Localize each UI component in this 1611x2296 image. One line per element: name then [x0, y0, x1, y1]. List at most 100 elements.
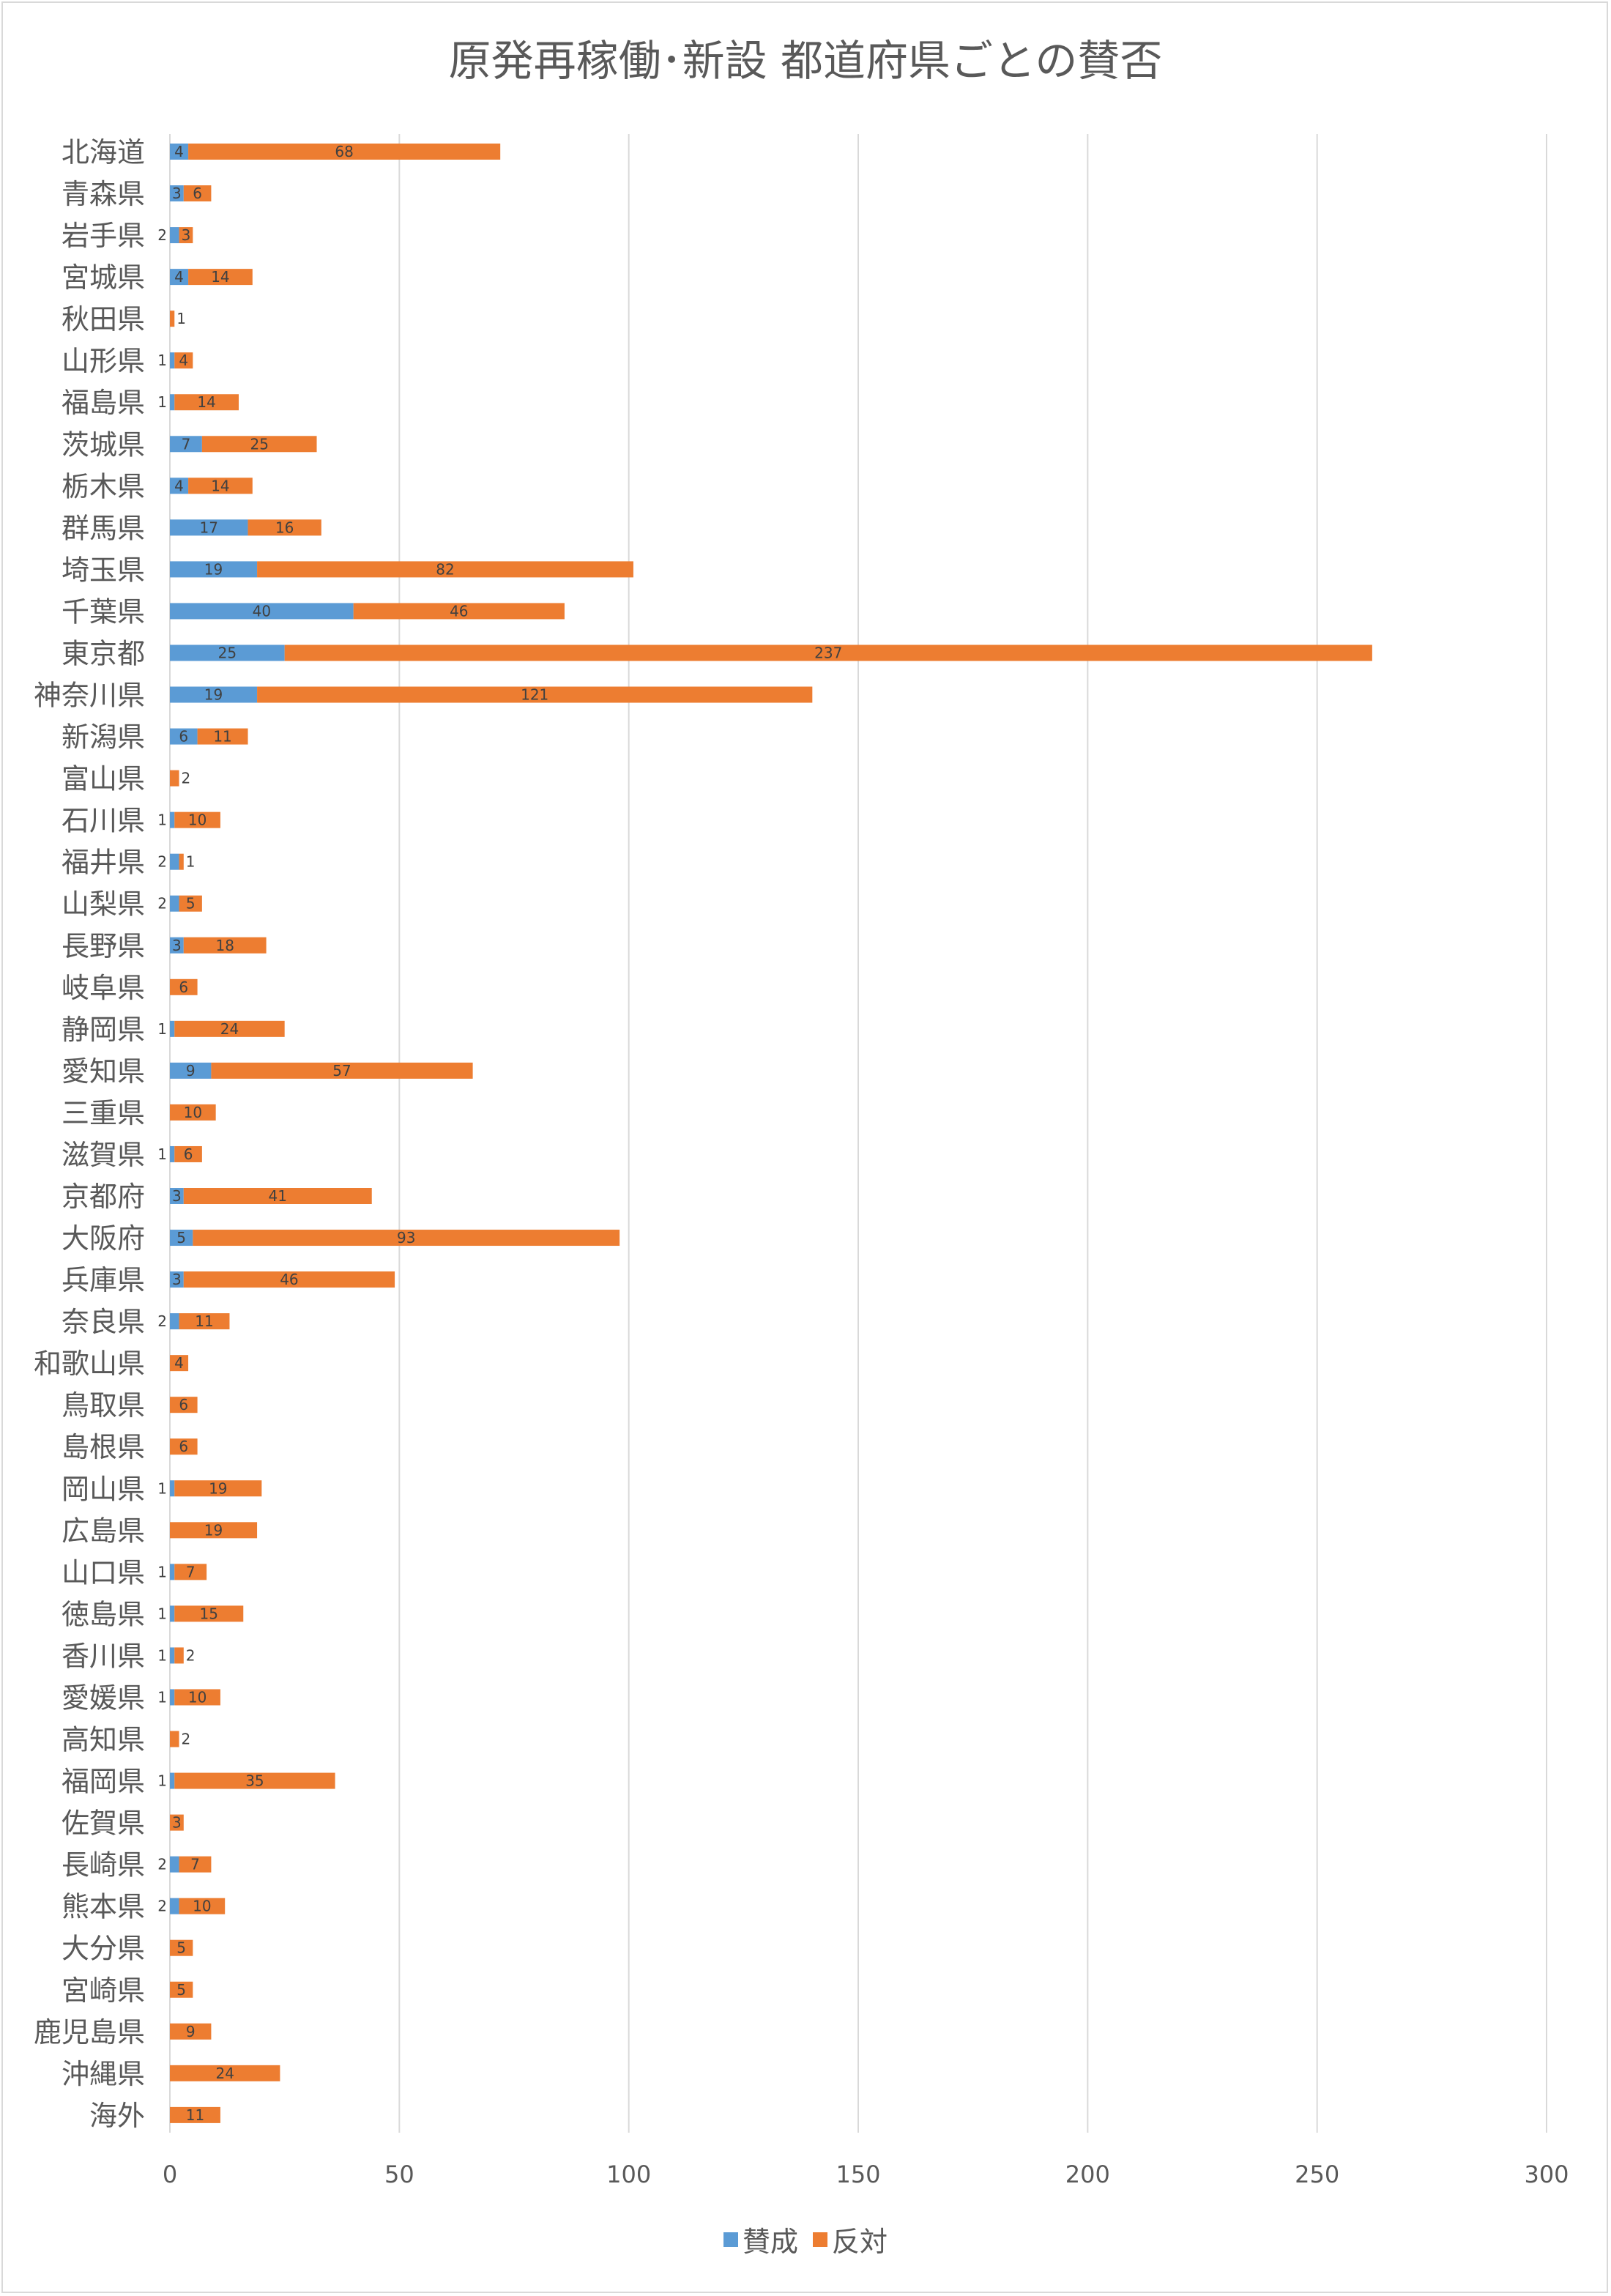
bar-yes — [170, 1020, 175, 1037]
data-label-no: 14 — [211, 477, 229, 494]
category-label: 神奈川県 — [34, 680, 145, 712]
category-label: 熊本県 — [62, 1891, 145, 1923]
bar-no — [257, 561, 633, 578]
data-label-yes: 1 — [157, 1772, 167, 1790]
category-label: 埼玉県 — [62, 554, 145, 586]
legend-label: 賛成 — [742, 2226, 798, 2258]
bar-yes — [170, 394, 175, 411]
data-label-no: 6 — [179, 1438, 188, 1455]
bar-no — [188, 144, 501, 160]
bar-no — [179, 1898, 226, 1914]
data-label-yes: 19 — [204, 686, 223, 704]
data-label-no: 9 — [186, 2023, 196, 2040]
category-label: 鳥取県 — [62, 1389, 145, 1422]
bar-no — [179, 895, 202, 912]
category-label: 宮崎県 — [62, 1974, 145, 2007]
category-label: 群馬県 — [62, 512, 145, 544]
data-label-no: 19 — [204, 1521, 223, 1539]
data-label-no: 5 — [176, 1939, 186, 1957]
data-label-yes: 1 — [157, 393, 167, 411]
category-label: 島根県 — [62, 1431, 145, 1463]
data-label-yes: 1 — [157, 1688, 167, 1706]
bar-yes — [170, 478, 189, 494]
data-label-no: 10 — [188, 1688, 207, 1706]
category-label: 香川県 — [62, 1640, 145, 1672]
bar-yes — [170, 1647, 175, 1664]
category-label: 高知県 — [62, 1724, 145, 1756]
data-label-yes: 40 — [253, 602, 271, 620]
legend-entry: 賛成 — [723, 2219, 798, 2259]
data-label-no: 24 — [220, 1020, 239, 1038]
bar-yes — [170, 352, 175, 369]
category-label: 青森県 — [62, 178, 145, 210]
bar-no — [174, 352, 193, 369]
x-tick-label: 50 — [384, 2161, 414, 2188]
data-label-no: 25 — [250, 435, 268, 453]
bar-no — [174, 1689, 220, 1706]
category-label: 岩手県 — [62, 220, 145, 252]
bar-yes — [170, 603, 354, 620]
bar-no — [174, 811, 220, 828]
bar-yes — [170, 561, 258, 578]
data-label-yes: 25 — [218, 644, 237, 661]
category-label: 岡山県 — [62, 1473, 145, 1505]
bar-yes — [170, 728, 198, 745]
bar-yes — [170, 1856, 179, 1873]
category-label: 秋田県 — [62, 303, 145, 335]
data-label-no: 5 — [176, 1981, 186, 1999]
data-label-no: 10 — [184, 1104, 202, 1121]
bar-no — [170, 2065, 280, 2081]
data-label-no: 6 — [184, 1145, 193, 1163]
category-label: 新潟県 — [62, 721, 145, 754]
bar-no — [257, 686, 813, 703]
data-label-no: 14 — [197, 393, 215, 411]
category-label: 三重県 — [62, 1097, 145, 1129]
x-tick-label: 0 — [163, 2161, 177, 2188]
data-label-no: 11 — [213, 728, 231, 746]
data-label-no: 4 — [174, 1354, 184, 1372]
data-label-no: 4 — [179, 352, 188, 369]
bar-no — [183, 1188, 372, 1204]
category-label: 富山県 — [62, 763, 145, 795]
bar-yes — [170, 1605, 175, 1622]
data-label-yes: 1 — [157, 1563, 167, 1580]
data-label-no: 16 — [275, 519, 294, 536]
category-label: 大阪府 — [62, 1222, 145, 1255]
bar-yes — [170, 1062, 212, 1079]
bar-no — [170, 1397, 198, 1413]
category-label: 大分県 — [62, 1933, 145, 1965]
x-tick-label: 300 — [1524, 2161, 1569, 2188]
bar-yes — [170, 144, 189, 160]
bar-no — [179, 853, 184, 870]
data-label-yes: 1 — [157, 811, 167, 829]
category-label: 宮城県 — [62, 261, 145, 294]
category-label: 和歌山県 — [34, 1348, 145, 1380]
category-label: 山口県 — [62, 1556, 145, 1589]
category-label: 広島県 — [62, 1515, 145, 1547]
data-label-yes: 1 — [157, 1646, 167, 1664]
category-label: 福島県 — [62, 387, 145, 419]
category-label: 奈良県 — [62, 1306, 145, 1338]
bar-no — [170, 1104, 216, 1121]
data-label-no: 237 — [814, 644, 842, 661]
data-label-yes: 19 — [204, 560, 223, 578]
data-label-yes: 6 — [179, 728, 188, 746]
data-label-no: 2 — [182, 1731, 191, 1748]
bar-yes — [170, 686, 258, 703]
bar-no — [170, 311, 175, 327]
bar-yes — [170, 1772, 175, 1789]
category-label: 山形県 — [62, 345, 145, 377]
data-label-yes: 1 — [157, 1020, 167, 1038]
bar-no — [174, 394, 239, 411]
bar-no — [170, 1731, 179, 1747]
category-label: 海外 — [89, 2100, 145, 2132]
data-label-yes: 1 — [157, 1479, 167, 1497]
category-label: 京都府 — [62, 1181, 145, 1213]
bar-yes — [170, 519, 248, 536]
data-label-no: 19 — [209, 1479, 227, 1497]
category-label: 岐阜県 — [62, 972, 145, 1004]
data-label-yes: 5 — [176, 1229, 186, 1247]
legend-label: 反対 — [832, 2226, 888, 2258]
bar-no — [170, 1438, 198, 1455]
